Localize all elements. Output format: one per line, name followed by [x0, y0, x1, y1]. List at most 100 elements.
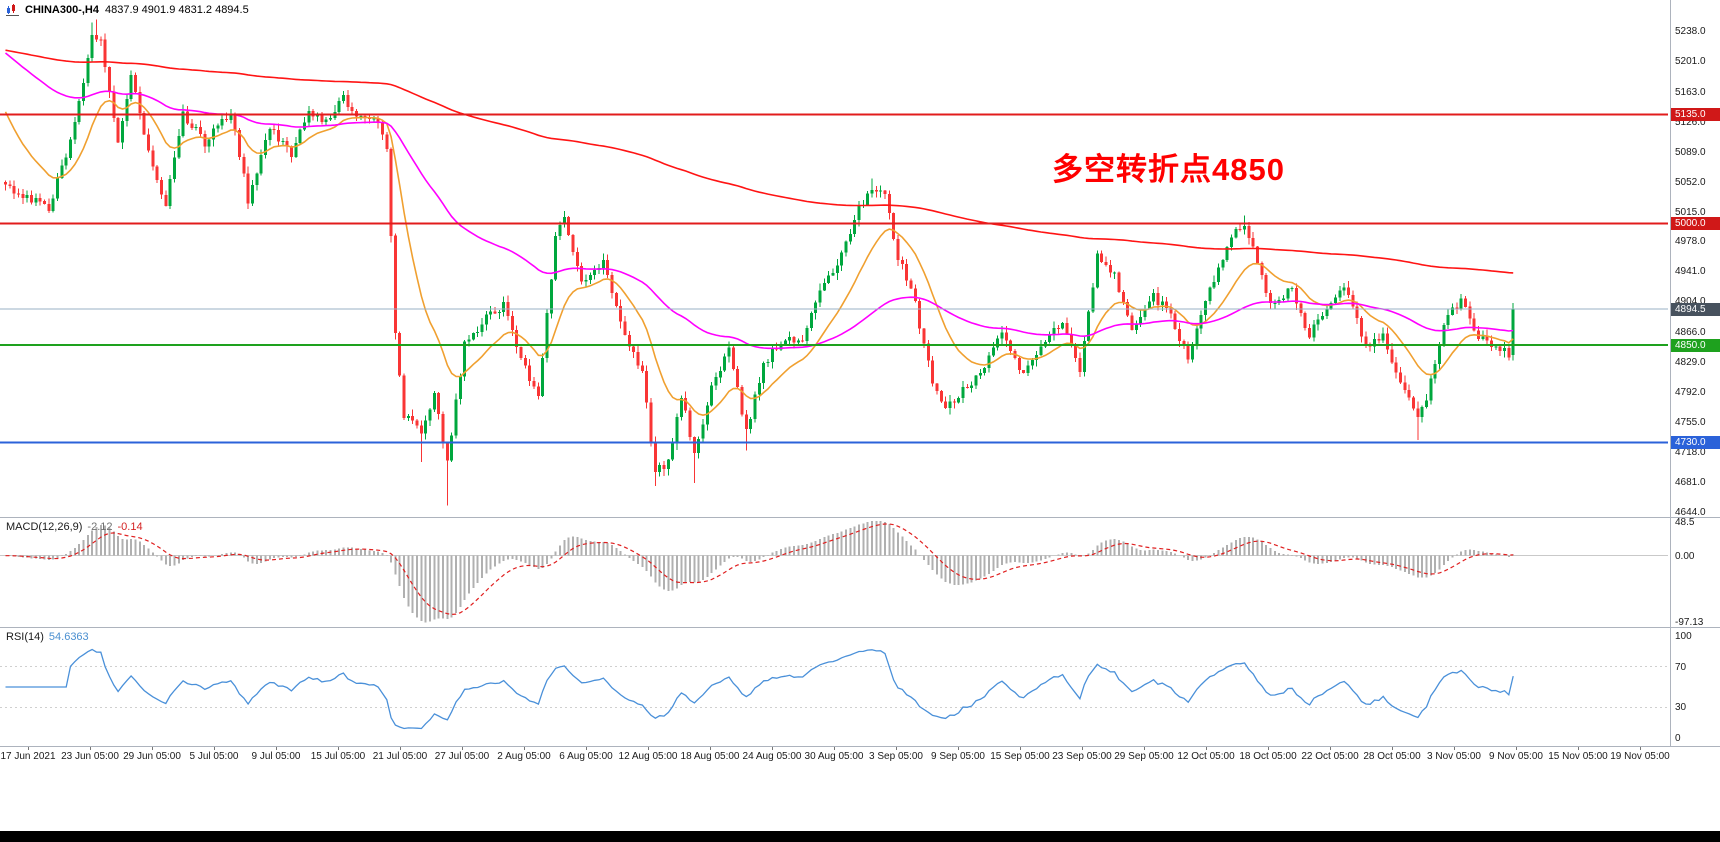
- candle-body: [1143, 308, 1147, 317]
- candle-body: [77, 100, 81, 122]
- candle-body: [870, 190, 874, 194]
- candle-body: [1390, 349, 1394, 363]
- candle-body: [385, 134, 389, 150]
- candle-body: [138, 92, 142, 113]
- candle-body: [701, 424, 705, 439]
- candle-body: [744, 414, 748, 429]
- candle-body: [1472, 318, 1476, 331]
- candle-body: [961, 386, 965, 399]
- candle-body: [1160, 301, 1164, 306]
- time-label-4: 9 Jul 05:00: [251, 751, 301, 762]
- time-label-15: 9 Sep 05:00: [931, 751, 985, 762]
- candle-body: [939, 391, 943, 402]
- price-tick-4829.0: 4829.0: [1675, 357, 1706, 368]
- candle-body: [1165, 301, 1169, 309]
- candle-body: [892, 213, 896, 239]
- candle-body: [298, 129, 302, 144]
- candle-body: [935, 383, 939, 392]
- candle-body: [1113, 272, 1117, 274]
- candle-body: [965, 386, 969, 388]
- pane-separator-2[interactable]: [0, 627, 1720, 628]
- candle-body: [1403, 382, 1407, 391]
- time-tick-1: [90, 747, 91, 750]
- price-tick-4978.0: 4978.0: [1675, 236, 1706, 247]
- candle-body: [1321, 316, 1324, 320]
- candle-body: [1195, 328, 1199, 345]
- price-tick-5201.0: 5201.0: [1675, 56, 1706, 67]
- price-tick-4644.0: 4644.0: [1675, 507, 1706, 518]
- candle-body: [762, 362, 766, 384]
- candle-body: [463, 341, 467, 377]
- candle-body: [350, 106, 354, 111]
- candle-body: [173, 157, 176, 180]
- candle-body: [1243, 225, 1247, 230]
- time-label-23: 3 Nov 05:00: [1427, 751, 1481, 762]
- candle-body: [1446, 314, 1450, 325]
- candle-body: [857, 205, 861, 220]
- main-chart-pane[interactable]: [0, 0, 1668, 517]
- time-label-11: 18 Aug 05:00: [680, 751, 740, 762]
- candle-body: [1147, 301, 1151, 309]
- candle-body: [723, 356, 727, 371]
- candle-body: [168, 179, 172, 206]
- rsi-pane[interactable]: [0, 628, 1668, 746]
- candle-body: [207, 139, 211, 147]
- candle-body: [406, 416, 410, 419]
- candle-body: [727, 347, 731, 357]
- time-tick-19: [1206, 747, 1207, 750]
- rsi-tick-70: 70: [1675, 662, 1687, 673]
- candle-body: [779, 344, 783, 350]
- candle-body: [393, 235, 397, 334]
- candle-body: [1394, 362, 1398, 373]
- candle-body: [1334, 297, 1337, 304]
- candle-body: [199, 127, 202, 135]
- candle-body: [653, 442, 657, 472]
- candle-body: [532, 381, 536, 387]
- candle-body: [770, 347, 774, 362]
- candle-body: [1017, 358, 1021, 371]
- candle-body: [601, 260, 605, 268]
- candle-body: [991, 347, 995, 356]
- time-tick-8: [524, 747, 525, 750]
- annotation-text[interactable]: 多空转折点4850: [1052, 152, 1285, 187]
- candle-body: [337, 101, 341, 112]
- candle-body: [675, 417, 679, 444]
- candle-body: [549, 279, 553, 314]
- candle-body: [632, 346, 636, 352]
- candle-body: [623, 321, 627, 335]
- time-tick-23: [1454, 747, 1455, 750]
- candle-body: [372, 118, 376, 120]
- candle-body: [710, 385, 714, 406]
- time-tick-15: [958, 747, 959, 750]
- candle-body: [749, 419, 753, 429]
- candle-body: [441, 414, 445, 442]
- candle-body: [289, 146, 293, 157]
- candle-body: [1256, 246, 1260, 264]
- candle-body: [1264, 275, 1268, 294]
- time-label-13: 30 Aug 05:00: [804, 751, 864, 762]
- time-tick-11: [710, 747, 711, 750]
- candle-body: [1455, 307, 1459, 309]
- candle-body: [822, 282, 826, 291]
- candle-body: [116, 117, 120, 143]
- candle-body: [809, 313, 813, 329]
- price-tick-5238.0: 5238.0: [1675, 26, 1706, 37]
- candle-body: [671, 443, 675, 460]
- candle-body: [692, 437, 696, 453]
- candle-body: [1290, 287, 1294, 289]
- candle-body: [190, 123, 194, 128]
- candle-body: [909, 280, 913, 289]
- candle-body: [82, 83, 85, 101]
- candle-body: [164, 194, 168, 206]
- candle-body: [1420, 406, 1424, 418]
- macd-pane[interactable]: [0, 518, 1668, 627]
- candle-body: [593, 269, 597, 276]
- candle-body: [554, 235, 558, 280]
- macd-tick--97.13: -97.13: [1675, 617, 1704, 628]
- candle-body: [679, 398, 683, 418]
- candle-body: [489, 311, 493, 315]
- candle-body: [1377, 339, 1381, 341]
- pane-separator-1[interactable]: [0, 517, 1720, 518]
- candle-body: [831, 273, 835, 276]
- candle-body: [1316, 319, 1320, 325]
